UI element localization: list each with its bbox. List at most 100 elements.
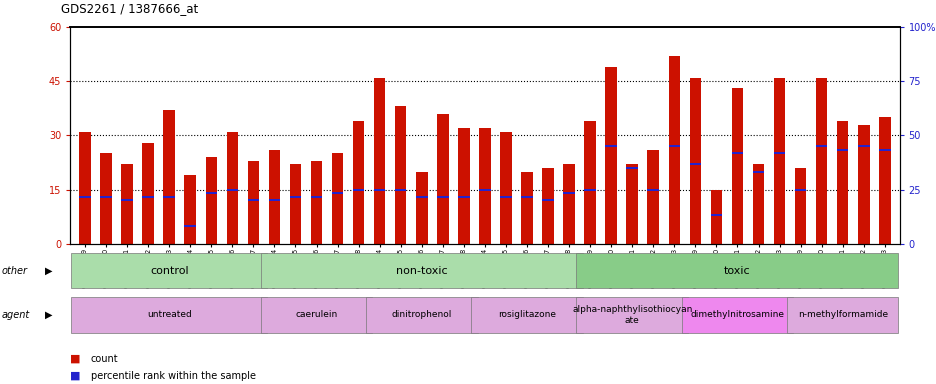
Bar — [311, 196, 322, 198]
Bar — [269, 199, 280, 202]
Bar — [689, 78, 700, 244]
Bar — [436, 196, 448, 198]
Text: control: control — [150, 266, 188, 276]
Bar — [163, 196, 175, 198]
Bar — [731, 152, 742, 154]
Bar — [458, 196, 469, 198]
Text: count: count — [91, 354, 118, 364]
Bar — [576, 253, 898, 288]
Bar — [100, 154, 111, 244]
Text: ■: ■ — [70, 354, 80, 364]
Text: toxic: toxic — [724, 266, 750, 276]
Bar — [786, 297, 898, 333]
Bar — [794, 168, 806, 244]
Bar — [353, 189, 364, 190]
Bar — [681, 297, 793, 333]
Bar — [542, 199, 553, 202]
Bar — [500, 132, 511, 244]
Bar — [563, 164, 575, 244]
Bar — [142, 142, 154, 244]
Bar — [709, 190, 722, 244]
Text: untreated: untreated — [147, 310, 191, 319]
Bar — [394, 189, 406, 190]
Text: ■: ■ — [70, 371, 80, 381]
Text: dimethylnitrosamine: dimethylnitrosamine — [690, 310, 783, 319]
Bar — [605, 145, 616, 147]
Text: ▶: ▶ — [45, 266, 52, 276]
Bar — [667, 56, 680, 244]
Bar — [289, 196, 301, 198]
Bar — [80, 132, 91, 244]
Bar — [520, 196, 533, 198]
Bar — [353, 121, 364, 244]
Text: rosiglitazone: rosiglitazone — [497, 310, 555, 319]
Text: dinitrophenol: dinitrophenol — [391, 310, 451, 319]
Bar — [584, 189, 595, 190]
Bar — [689, 163, 700, 165]
Bar — [247, 161, 259, 244]
Bar — [857, 145, 869, 147]
Bar — [520, 172, 533, 244]
Bar — [373, 189, 385, 190]
Bar — [260, 253, 582, 288]
Bar — [100, 196, 111, 198]
Bar — [584, 121, 595, 244]
Bar — [205, 157, 217, 244]
Bar — [416, 196, 427, 198]
Bar — [667, 145, 680, 147]
Bar — [626, 164, 637, 244]
Bar — [731, 88, 742, 244]
Bar — [857, 124, 869, 244]
Bar — [311, 161, 322, 244]
Bar — [121, 199, 133, 202]
Bar — [542, 168, 553, 244]
Bar — [478, 189, 490, 190]
Bar — [878, 117, 889, 244]
Bar — [471, 297, 582, 333]
Bar — [373, 78, 385, 244]
Bar — [836, 149, 848, 151]
Text: ▶: ▶ — [45, 310, 52, 320]
Bar — [331, 154, 343, 244]
Text: GDS2261 / 1387666_at: GDS2261 / 1387666_at — [61, 2, 197, 15]
Bar — [773, 152, 784, 154]
Bar — [331, 192, 343, 194]
Bar — [626, 167, 637, 169]
Bar — [142, 196, 154, 198]
Bar — [836, 121, 848, 244]
Bar — [247, 199, 259, 202]
Bar — [647, 189, 658, 190]
Bar — [205, 192, 217, 194]
Text: agent: agent — [2, 310, 30, 320]
Bar — [878, 149, 889, 151]
Bar — [752, 164, 764, 244]
Bar — [394, 106, 406, 244]
Text: non-toxic: non-toxic — [396, 266, 447, 276]
Bar — [366, 297, 477, 333]
Bar — [184, 225, 196, 227]
Bar — [289, 164, 301, 244]
Bar — [815, 78, 826, 244]
Bar — [436, 114, 448, 244]
Bar — [458, 128, 469, 244]
Bar — [269, 150, 280, 244]
Bar — [71, 253, 267, 288]
Bar — [478, 128, 490, 244]
Bar — [563, 192, 575, 194]
Text: caerulein: caerulein — [295, 310, 337, 319]
Bar — [794, 189, 806, 190]
Text: alpha-naphthylisothiocyan
ate: alpha-naphthylisothiocyan ate — [571, 305, 692, 324]
Text: percentile rank within the sample: percentile rank within the sample — [91, 371, 256, 381]
Bar — [647, 150, 658, 244]
Bar — [71, 297, 267, 333]
Bar — [752, 170, 764, 172]
Bar — [227, 189, 238, 190]
Bar — [163, 110, 175, 244]
Bar — [576, 297, 687, 333]
Bar — [500, 196, 511, 198]
Bar — [709, 214, 722, 216]
Bar — [605, 67, 616, 244]
Bar — [260, 297, 372, 333]
Bar — [815, 145, 826, 147]
Bar — [416, 172, 427, 244]
